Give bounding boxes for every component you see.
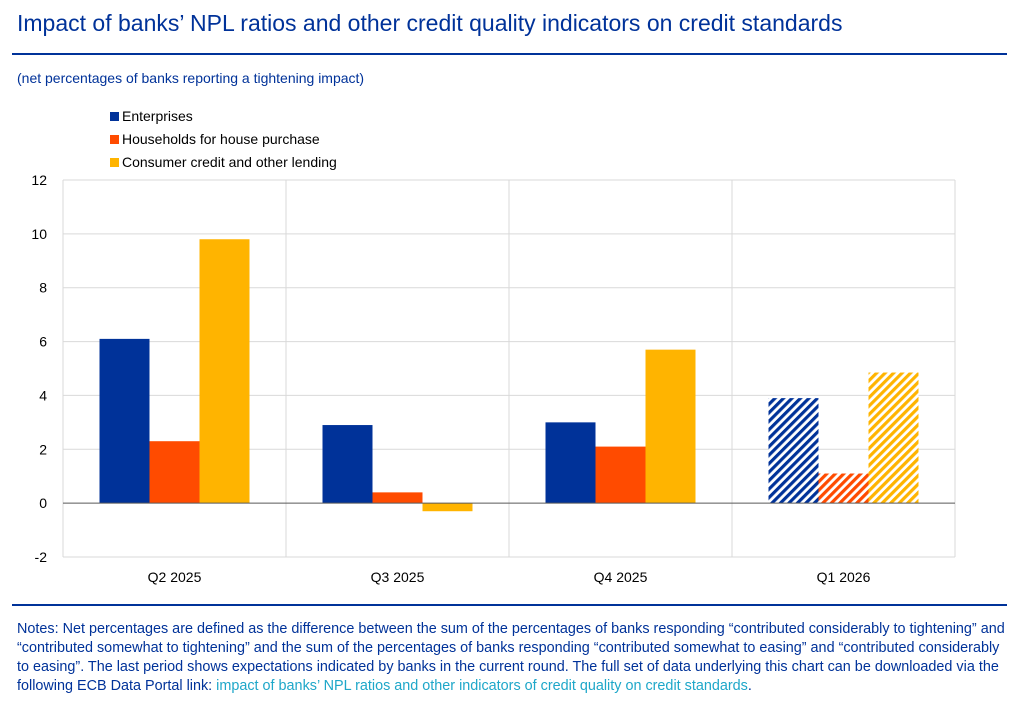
notes-end: . [747,678,752,694]
legend-label-enterprises: Enterprises [122,108,193,124]
bar-households-for-house-purchase-q3-2025 [372,492,423,504]
bar-enterprises-q3-2025 [322,425,373,504]
notes-text: Notes: Net percentages are defined as th… [17,621,1005,694]
axes: -2 0 2 4 6 8 10 12 Q2 2025 Q3 2025 Q4 2025 Q1 2026 [31,172,955,585]
y-tick-label: 8 [39,280,47,296]
legend-swatch-enterprises [110,112,119,121]
y-tick-label: 2 [39,441,47,457]
x-tick-label: Q3 2025 [371,569,425,585]
title-rule [12,53,1007,55]
chart-title: Impact of banks’ NPL ratios and other cr… [17,10,843,36]
bar-enterprises-q1-2026 [768,398,819,504]
bars [99,239,919,512]
data-portal-link[interactable]: impact of banks’ NPL ratios and other in… [216,678,748,694]
bar-consumer-credit-and-other-lending-q3-2025 [422,503,473,512]
bar-consumer-credit-and-other-lending-q2-2025 [199,239,250,504]
x-tick-label: Q1 2026 [817,569,871,585]
x-tick-label: Q4 2025 [594,569,648,585]
bar-consumer-credit-and-other-lending-q1-2026 [868,372,919,504]
bar-enterprises-q2-2025 [99,338,150,504]
bar-households-for-house-purchase-q2-2025 [149,441,200,504]
legend-label-consumer-credit-and-other-lending: Consumer credit and other lending [122,154,337,170]
legend: Enterprises Households for house purchase… [110,108,337,170]
y-tick-label: 4 [39,387,47,403]
y-tick-label: 6 [39,334,47,350]
notes-rule [12,604,1007,606]
y-tick-label: 0 [39,495,47,511]
grid [62,179,956,558]
chart-notes: Notes: Net percentages are defined as th… [17,620,1007,696]
y-tick-label: -2 [35,549,48,565]
bar-households-for-house-purchase-q4-2025 [595,446,646,504]
legend-swatch-consumer-credit-and-other-lending [110,158,119,167]
legend-label-households-for-house-purchase: Households for house purchase [122,131,320,147]
chart-subtitle: (net percentages of banks reporting a ti… [17,70,365,86]
bar-households-for-house-purchase-q1-2026 [818,473,869,504]
legend-swatch-households-for-house-purchase [110,135,119,144]
y-tick-label: 10 [31,226,47,242]
y-tick-label: 12 [31,172,47,188]
bar-consumer-credit-and-other-lending-q4-2025 [645,349,696,504]
x-tick-label: Q2 2025 [148,569,202,585]
bar-enterprises-q4-2025 [545,422,596,504]
